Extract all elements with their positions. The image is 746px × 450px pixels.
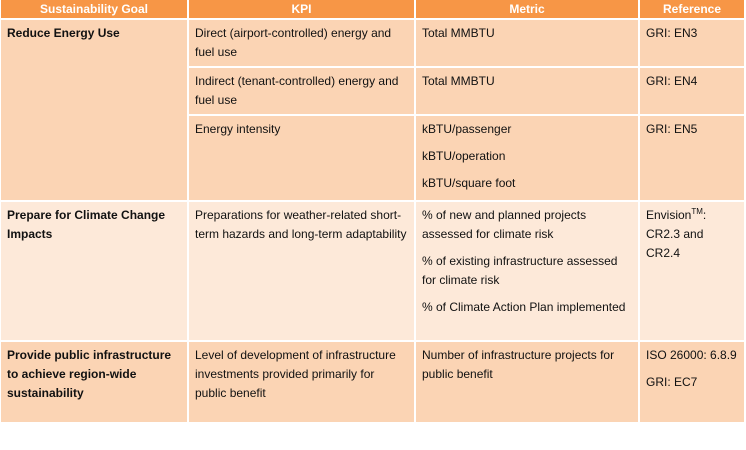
metric: kBTU/operation bbox=[422, 149, 506, 163]
reference: GRI: EN3 bbox=[646, 24, 738, 43]
header-cell: Sustainability Goal bbox=[1, 0, 187, 18]
trademark: TM bbox=[691, 207, 703, 216]
header-cell: Metric bbox=[416, 0, 638, 18]
kpi-cell: Level of development of infrastructure i… bbox=[189, 342, 414, 422]
reference-rest: : CR2.3 and CR2.4 bbox=[646, 208, 707, 260]
reference-cell: EnvisionTM: CR2.3 and CR2.4 bbox=[640, 202, 744, 340]
metric-cell: kBTU/passenger kBTU/operation kBTU/square … bbox=[416, 116, 638, 200]
reference-text: GRI: EN4 bbox=[646, 74, 698, 88]
kpi-table: Sustainability Goal KPI Metric Reference Re… bbox=[1, 0, 744, 422]
reference: GRI: EC7 bbox=[646, 373, 738, 392]
metric-cell: Total MMBTU bbox=[416, 68, 638, 114]
goal-cell: Prepare for Climate Change Impacts bbox=[1, 202, 187, 340]
kpi-cell: Preparations for weather-related short-t… bbox=[189, 202, 414, 340]
goal-cell: Provide public infrastructure to achieve… bbox=[1, 342, 187, 422]
header-cell: KPI bbox=[189, 0, 414, 18]
reference-text: GRI: EN5 bbox=[646, 122, 698, 136]
kpi-cell: Direct (airport-controlled) energy and f… bbox=[189, 20, 414, 66]
table-row: Energy intensity kBTU/passenger kBTU/opera… bbox=[1, 116, 744, 200]
metric: Number of infrastructure projects for pu… bbox=[422, 348, 615, 381]
metric-cell: Total MMBTU bbox=[416, 20, 638, 66]
table-body: Reduce Energy Use Direct (airport-control… bbox=[1, 20, 744, 422]
metric: Total MMBTU bbox=[422, 26, 495, 40]
reference-cell: GRI: EN5 bbox=[640, 116, 744, 200]
metric: kBTU/passenger bbox=[422, 122, 512, 136]
header-row: Sustainability Goal KPI Metric Reference bbox=[1, 0, 744, 18]
metric: % of new and planned projects assessed f… bbox=[422, 208, 587, 241]
table-row: Reduce Energy Use Direct (airport-control… bbox=[1, 20, 744, 200]
reference: ISO 26000: 6.8.9 bbox=[646, 346, 738, 365]
metric: % of existing infrastructure assessed fo… bbox=[422, 254, 618, 287]
reference-text: GRI: EN3 bbox=[646, 26, 698, 40]
table-row: Provide public infrastructure to achieve… bbox=[1, 342, 744, 422]
table-row: Prepare for Climate Change Impacts Prepar… bbox=[1, 202, 744, 340]
goal-cell: Reduce Energy Use bbox=[1, 20, 187, 200]
metric-cell: % of new and planned projects assessed f… bbox=[416, 202, 638, 340]
reference: EnvisionTM: CR2.3 and CR2.4 bbox=[646, 206, 738, 263]
reference-cell: GRI: EN3 bbox=[640, 20, 744, 66]
kpi-cell: Energy intensity bbox=[189, 116, 414, 200]
reference: GRI: EN5 bbox=[646, 120, 738, 139]
kpi-cell: Indirect (tenant-controlled) energy and … bbox=[189, 68, 414, 114]
reference-text: GRI: EC7 bbox=[646, 375, 698, 389]
reference: GRI: EN4 bbox=[646, 72, 738, 91]
reference-text: Envision bbox=[646, 208, 692, 222]
reference-cell: ISO 26000: 6.8.9 GRI: EC7 bbox=[640, 342, 744, 422]
table-row: Indirect (tenant-controlled) energy and … bbox=[1, 68, 744, 114]
header-cell: Reference bbox=[640, 0, 744, 18]
metric: Total MMBTU bbox=[422, 74, 495, 88]
metric: kBTU/square foot bbox=[422, 176, 516, 190]
reference-cell: GRI: EN4 bbox=[640, 68, 744, 114]
metric: % of Climate Action Plan implemented bbox=[422, 300, 626, 314]
metric-cell: Number of infrastructure projects for pu… bbox=[416, 342, 638, 422]
reference-text: ISO 26000: 6.8.9 bbox=[646, 348, 737, 362]
